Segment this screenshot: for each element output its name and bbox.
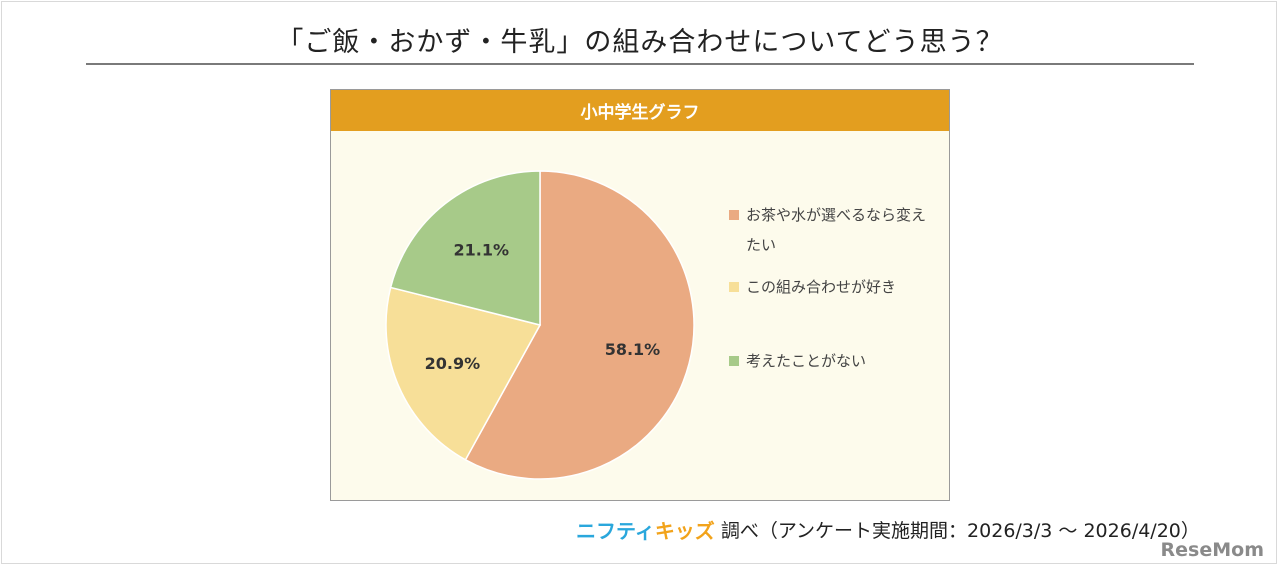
pie-slice-like: [385, 286, 542, 461]
legend-label: 考えたことがない: [746, 352, 867, 370]
chart-panel: 小中学生グラフ 58.1% 20.9% 21.1% お茶や水が選べるなら変えたい こ…: [330, 89, 950, 501]
legend-item-never-thought: 考えたことがない: [729, 346, 936, 376]
resemom-watermark: ReseMom: [1160, 539, 1264, 561]
nifty-kids-logo: ニフティキッズ: [576, 515, 715, 544]
legend-swatch: [729, 282, 739, 292]
legend-label: この組み合わせが好き: [746, 278, 897, 296]
source-note: ニフティキッズ 調べ（アンケート実施期間：2026/3/3 ～ 2026/4/2…: [576, 515, 1200, 543]
source-text: 調べ（アンケート実施期間：2026/3/3 ～ 2026/4/20）: [720, 519, 1200, 542]
chart-panel-title: 小中学生グラフ: [331, 90, 949, 131]
legend-label: お茶や水が選べるなら変えたい: [746, 206, 927, 254]
logo-text-nifty: ニフティ: [576, 518, 655, 543]
legend-item-like: この組み合わせが好き: [729, 272, 936, 302]
logo-text-kids: キッズ: [654, 518, 715, 543]
pie-label-like: 20.9%: [425, 354, 481, 373]
pie-label-never-thought: 21.1%: [454, 241, 510, 260]
pie-slice-change: [464, 170, 695, 480]
legend-swatch: [729, 210, 739, 220]
pie-chart: 58.1% 20.9% 21.1%: [385, 170, 695, 480]
pie-slice-never-thought: [389, 170, 541, 326]
title-divider: [86, 63, 1194, 65]
legend-swatch: [729, 356, 739, 366]
page-title: 「ご飯・おかず・牛乳」の組み合わせについてどう思う？: [276, 27, 1004, 58]
pie-label-change: 58.1%: [605, 340, 661, 359]
legend-item-change: お茶や水が選べるなら変えたい: [729, 200, 936, 260]
